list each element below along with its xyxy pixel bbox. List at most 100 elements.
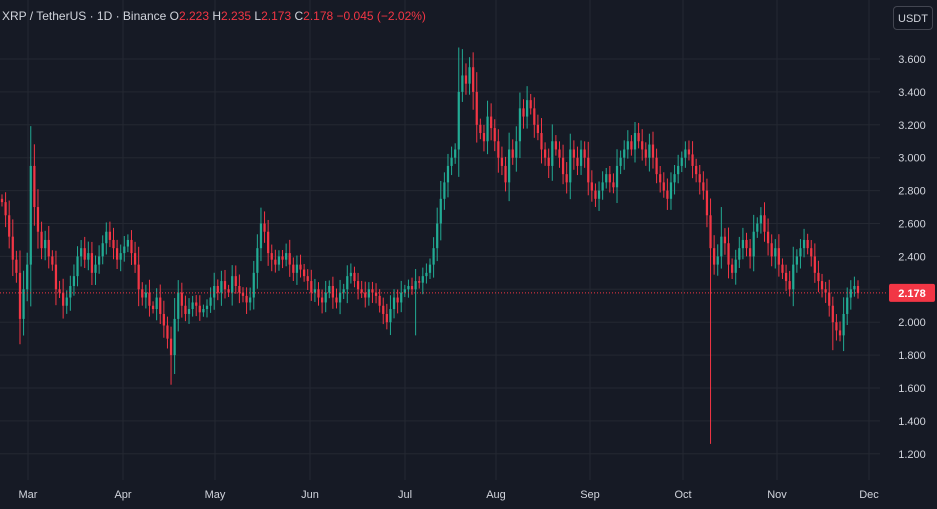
candle-body [583,149,586,158]
candle-body [151,305,155,310]
candle [249,287,252,311]
candle-body [741,239,745,249]
candle [644,142,647,166]
x-tick-label: Dec [859,489,879,501]
candle-body [443,182,446,199]
candle-body [22,289,25,319]
candle-body [824,289,827,293]
symbol-title[interactable]: XRP / TetherUS · 1D · Binance [2,9,167,23]
candle-body [511,149,514,158]
candle-body [396,297,399,303]
candle-body [83,248,86,260]
candle [677,154,680,184]
candle [468,57,471,95]
candle-body [655,157,658,175]
candle [360,280,363,299]
candle [655,148,658,184]
candle [374,283,378,304]
candle [558,141,561,168]
candle-body [353,272,356,282]
candle-body [533,108,536,125]
candle [450,146,453,176]
candle [731,258,734,280]
candle-body [177,292,180,319]
candle-body [184,305,187,314]
candle-body [148,292,151,306]
candle [148,279,151,317]
candle [11,219,14,276]
close-value: 2.178 [303,9,334,23]
candle-body [662,182,665,191]
candle-body [792,264,795,290]
candle-body [648,144,651,158]
candle [479,118,482,140]
candle [353,266,356,288]
candle [752,214,755,272]
candle [241,287,245,303]
candle [482,124,486,152]
currency-button[interactable]: USDT [893,6,933,30]
candle [306,269,309,291]
candle-body [231,276,234,293]
candle [54,250,58,306]
candle-body [364,292,367,298]
y-axis[interactable]: 3.6003.4003.2003.0002.8002.6002.4002.200… [889,54,935,461]
candle [44,230,47,261]
candle-body [389,309,392,323]
candle-body [249,297,252,303]
candle [213,272,216,310]
candle [403,284,406,298]
candle-body [274,259,277,265]
candle-body [331,286,335,298]
x-axis[interactable]: Mar Apr May Jun Jul Aug Sep Oct Nov Dec [19,489,880,501]
candle-body [47,239,50,257]
candle-body [626,141,629,150]
candle [651,131,655,169]
candle [400,280,403,313]
candle [792,246,795,307]
candle [490,103,493,141]
candle [29,126,32,307]
candle [22,270,25,336]
candle-body [126,239,129,247]
candle-body [234,276,237,287]
candle-body [432,248,435,265]
candle [108,221,112,248]
candle-body [62,292,65,306]
candle-body [522,108,525,117]
candle [486,100,489,155]
candle-body [220,281,223,293]
candle [209,287,212,313]
candle-body [130,239,133,254]
candle [842,297,845,352]
candle [94,255,97,285]
candle [58,280,61,299]
candle-body [684,149,687,158]
candle-body [58,289,61,293]
candle [684,141,687,168]
candle-body [306,276,309,282]
candle [831,296,834,351]
candle [180,282,183,318]
candle [166,316,169,349]
candle [522,99,525,129]
candle [40,221,43,260]
candle [256,234,259,289]
candle [443,172,446,210]
candle [328,280,331,299]
candle-body [806,239,809,249]
candle [317,282,320,306]
candle [727,227,730,279]
candle [80,240,83,267]
candle-body [144,292,147,298]
y-tick-label: 2.000 [898,317,926,329]
candle-body [40,231,43,249]
candle [504,156,507,192]
candle-body [680,157,683,166]
candle-body [784,272,788,282]
candle-body [608,174,611,183]
candle-body [356,281,360,290]
candle [633,122,637,163]
